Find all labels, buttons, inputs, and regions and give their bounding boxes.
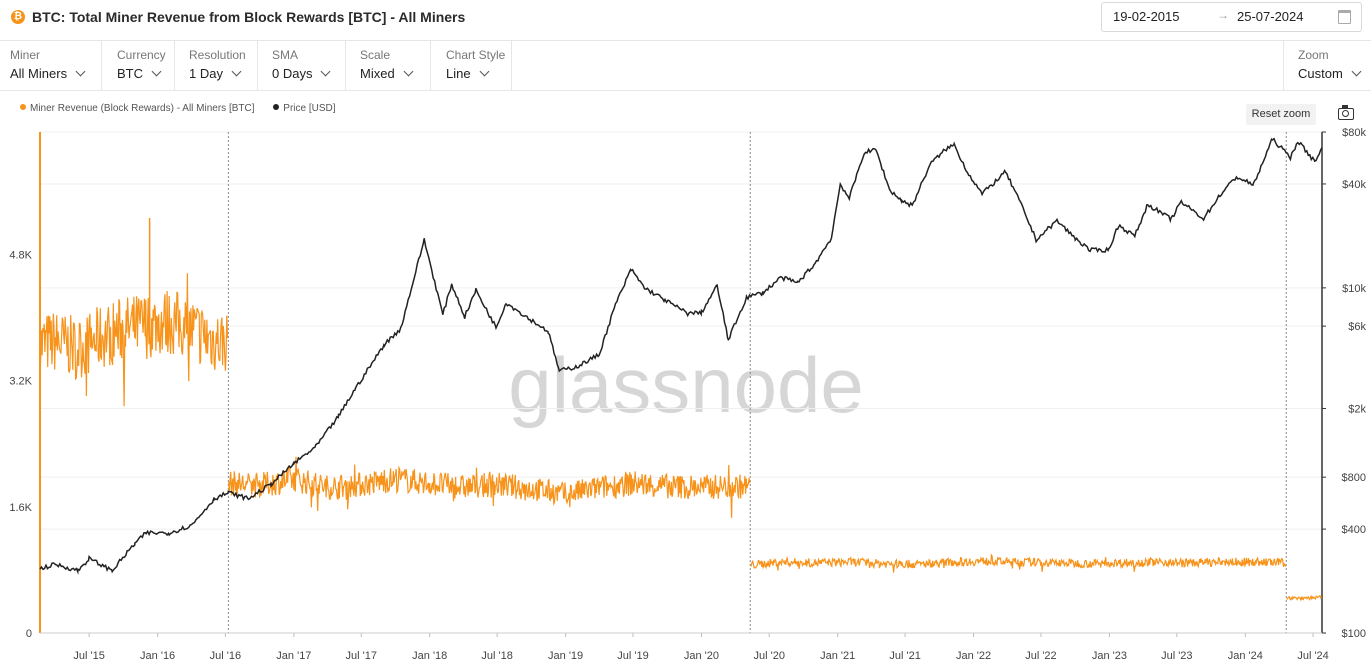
page-title: BTC: Total Miner Revenue from Block Rewa…	[32, 9, 466, 25]
resolution-label: Resolution	[189, 48, 246, 62]
chart-legend: Miner Revenue (Block Rewards) - All Mine…	[20, 103, 352, 114]
x-tick-label: Jul '15	[73, 650, 104, 662]
y-right-tick-label: $40k	[1342, 179, 1366, 191]
x-tick-label: Jul '22	[1025, 650, 1056, 662]
scale-dropdown[interactable]: Scale Mixed	[350, 40, 431, 90]
sma-label: SMA	[272, 48, 299, 62]
legend-dot-price	[273, 104, 280, 111]
miner-label: Miner	[10, 48, 41, 62]
x-tick-label: Jul '19	[617, 650, 648, 662]
x-tick-label: Jan '21	[820, 650, 855, 662]
y-left-tick-label: 3.2K	[9, 376, 32, 388]
miner-value[interactable]: All Miners	[10, 66, 86, 81]
calendar-icon[interactable]	[1338, 10, 1351, 24]
reset-zoom-button[interactable]: Reset zoom	[1246, 104, 1316, 125]
x-tick-label: Jul '23	[1161, 650, 1192, 662]
chart-style-dropdown[interactable]: Chart Style Line	[436, 40, 512, 90]
legend-item-price[interactable]: Price [USD]	[273, 103, 336, 114]
x-tick-label: Jan '18	[412, 650, 447, 662]
currency-value[interactable]: BTC	[117, 66, 162, 81]
x-tick-label: Jan '23	[1092, 650, 1127, 662]
date-to-field[interactable]: 25-07-2024	[1237, 9, 1304, 24]
y-right-tick-label: $2k	[1348, 403, 1366, 415]
miner-dropdown[interactable]: Miner All Miners	[0, 40, 102, 90]
legend-label-price: Price [USD]	[283, 103, 336, 114]
x-tick-label: Jan '19	[548, 650, 583, 662]
x-tick-label: Jul '21	[889, 650, 920, 662]
header-bar: ₿ BTC: Total Miner Revenue from Block Re…	[0, 0, 1371, 41]
y-right-tick-label: $10k	[1342, 283, 1366, 295]
y-right-tick-label: $100	[1342, 628, 1366, 640]
y-left-tick-label: 4.8K	[9, 249, 32, 261]
price-series-line	[39, 137, 1323, 575]
watermark: glassnode	[508, 341, 864, 429]
y-left-tick-label: 0	[26, 628, 32, 640]
scale-label: Scale	[360, 48, 391, 62]
resolution-dropdown[interactable]: Resolution 1 Day	[179, 40, 258, 90]
sma-value[interactable]: 0 Days	[272, 66, 331, 81]
x-tick-label: Jan '22	[956, 650, 991, 662]
currency-dropdown[interactable]: Currency BTC	[107, 40, 175, 90]
date-range-picker[interactable]: 19-02-2015 → 25-07-2024	[1101, 2, 1362, 32]
zoom-label: Zoom	[1298, 48, 1329, 62]
sma-dropdown[interactable]: SMA 0 Days	[262, 40, 346, 90]
x-tick-label: Jul '18	[481, 650, 512, 662]
camera-icon[interactable]	[1338, 105, 1354, 120]
scale-value[interactable]: Mixed	[360, 66, 414, 81]
x-tick-label: Jan '16	[140, 650, 175, 662]
y-right-tick-label: $6k	[1348, 321, 1366, 333]
x-tick-label: Jul '20	[753, 650, 784, 662]
currency-label: Currency	[117, 48, 166, 62]
legend-item-revenue[interactable]: Miner Revenue (Block Rewards) - All Mine…	[20, 103, 255, 114]
camera-top	[1342, 105, 1348, 108]
x-tick-label: Jan '17	[276, 650, 311, 662]
arrow-right-icon: →	[1217, 8, 1229, 22]
btc-icon: ₿	[11, 10, 25, 24]
x-tick-label: Jan '20	[684, 650, 719, 662]
chart-style-value[interactable]: Line	[446, 66, 490, 81]
x-tick-label: Jan '24	[1228, 650, 1263, 662]
y-right-tick-label: $800	[1342, 472, 1366, 484]
legend-dot-revenue	[20, 104, 26, 111]
zoom-dropdown[interactable]: Zoom Custom	[1283, 40, 1371, 90]
x-tick-label: Jul '16	[210, 650, 241, 662]
controls-bar: Miner All Miners Currency BTC Resolution…	[0, 40, 1371, 91]
date-from-field[interactable]: 19-02-2015	[1113, 9, 1180, 24]
y-left-tick-label: 1.6K	[9, 502, 32, 514]
y-right-tick-label: $80k	[1342, 127, 1366, 139]
legend-label-revenue: Miner Revenue (Block Rewards) - All Mine…	[30, 103, 255, 114]
y-right-tick-label: $400	[1342, 524, 1366, 536]
x-tick-label: Jul '17	[346, 650, 377, 662]
camera-lens	[1342, 110, 1349, 117]
zoom-value[interactable]: Custom	[1298, 66, 1362, 81]
x-tick-label: Jul '24	[1297, 650, 1328, 662]
resolution-value[interactable]: 1 Day	[189, 66, 242, 81]
revenue-series-line	[39, 273, 1323, 602]
chart-style-label: Chart Style	[446, 48, 506, 62]
